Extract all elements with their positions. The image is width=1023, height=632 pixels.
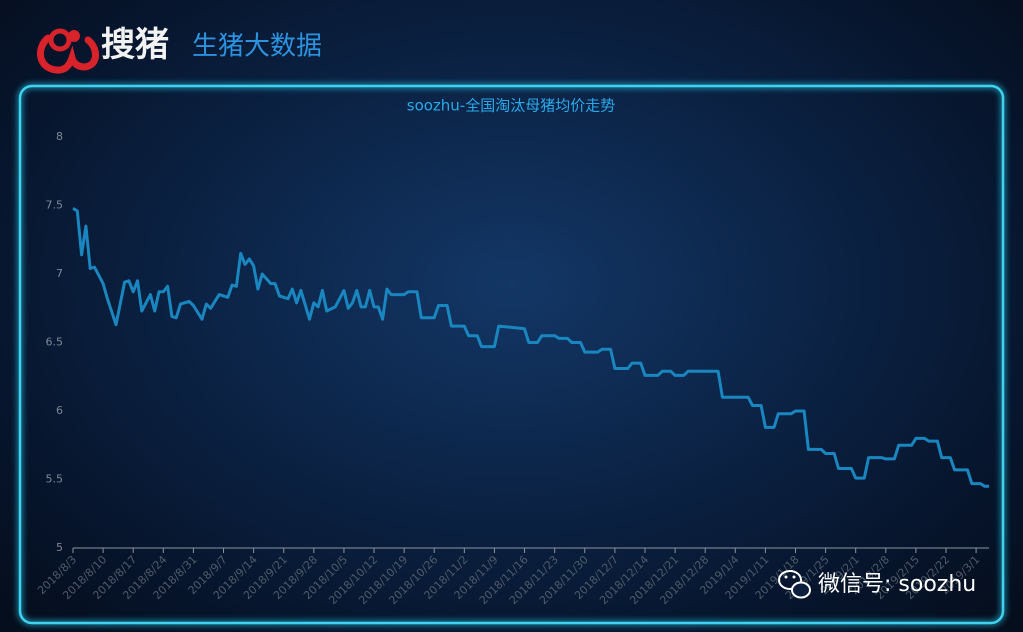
logo-text: 搜猪 [101, 25, 169, 65]
y-tick-label: 5 [56, 541, 63, 554]
brand-name: 生猪大数据 [192, 32, 322, 62]
y-tick-label: 7.5 [46, 199, 64, 212]
watermark: 微信号: soozhu [818, 572, 976, 597]
y-tick-label: 6.5 [46, 336, 64, 349]
wechat-icon [778, 570, 811, 599]
price-line [72, 206, 989, 488]
y-tick-label: 6 [56, 404, 63, 417]
chart-title: soozhu-全国淘汰母猪均价走势 [407, 97, 615, 115]
y-tick-label: 7 [56, 267, 63, 280]
y-tick-label: 8 [56, 130, 63, 143]
logo-icon [37, 28, 99, 74]
frame [18, 84, 1005, 625]
frame-glow [17, 83, 1006, 626]
y-tick-label: 5.5 [46, 473, 64, 486]
